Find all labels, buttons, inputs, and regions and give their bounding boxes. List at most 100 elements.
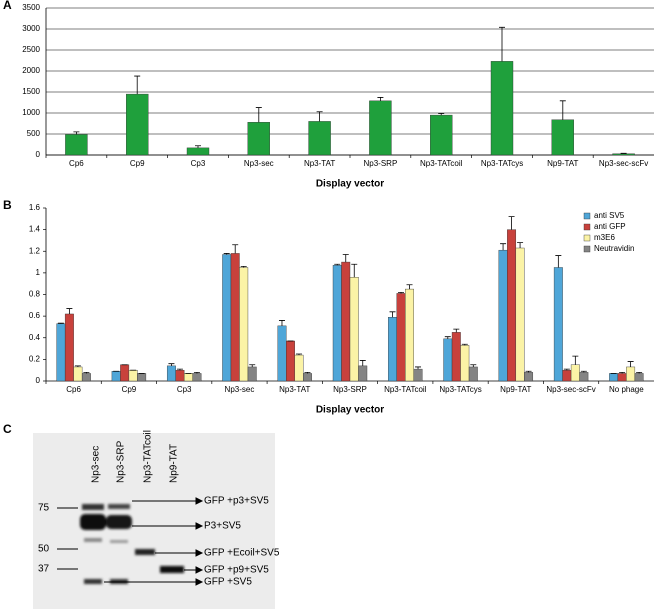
error-bar (580, 370, 587, 373)
y-tick-label: 2500 (22, 45, 40, 54)
error-bar (255, 107, 262, 123)
y-tick-label: 1.2 (29, 246, 41, 255)
y-tick-label: 0 (36, 150, 41, 159)
error-bar (377, 97, 384, 101)
error-bar (359, 360, 366, 366)
bar (128, 369, 138, 382)
y-tick-label: 0 (36, 376, 41, 385)
y-tick-label: 1500 (22, 87, 40, 96)
error-bar (316, 111, 323, 122)
legend-label: Neutravidin (594, 244, 634, 253)
band-label: GFP +Ecoil+SV5 (204, 548, 280, 559)
legend-swatch (583, 223, 591, 231)
y-tick-label: 500 (27, 129, 41, 138)
bar (120, 364, 130, 382)
band-label: GFP +SV5 (204, 577, 252, 588)
error-bar (619, 371, 626, 374)
x-tick-label: Cp3 (177, 385, 192, 394)
bar (81, 373, 91, 382)
lane-label: Np3-SRP (116, 440, 127, 483)
marker-label: 75 (38, 503, 50, 514)
bar (515, 247, 525, 382)
bar (388, 317, 397, 382)
error-bar (636, 371, 643, 374)
y-tick-label: 0.6 (29, 311, 41, 320)
error-bar (389, 311, 396, 318)
panel-label: A (3, 0, 12, 12)
bar (430, 114, 453, 156)
marker-label: 37 (38, 564, 50, 575)
legend-label: anti SV5 (594, 211, 625, 220)
bar (73, 366, 83, 382)
lane-label: Np3-sec (91, 446, 102, 483)
x-tick-label: Np9-TAT (547, 159, 578, 168)
bar (175, 369, 185, 382)
legend-label: m3E6 (594, 233, 615, 242)
bar (222, 254, 232, 382)
error-bar (415, 366, 422, 370)
error-bar (134, 75, 141, 95)
error-bar (453, 328, 460, 333)
error-bar (73, 131, 80, 135)
error-bar (508, 216, 515, 230)
bar (294, 354, 304, 382)
bar (609, 373, 619, 382)
error-bar (563, 368, 570, 371)
error-bar (304, 371, 311, 374)
bar (64, 313, 74, 382)
error-bar (57, 322, 64, 324)
bar (192, 373, 202, 382)
y-tick-label: 0.4 (29, 333, 41, 342)
bar (341, 261, 351, 382)
x-tick-label: Np9-TAT (500, 385, 531, 394)
bar (247, 366, 257, 382)
x-tick-label: No phage (609, 385, 644, 394)
marker-label: 50 (38, 544, 50, 555)
error-bar (461, 343, 468, 346)
band-label: P3+SV5 (204, 521, 241, 532)
x-tick-label: Cp3 (191, 159, 206, 168)
bar (524, 372, 534, 382)
lane-label: Np9-TAT (169, 444, 180, 483)
error-bar (240, 265, 247, 268)
error-bar (176, 368, 183, 371)
x-tick-label: Np3-sec (225, 385, 255, 394)
bar (332, 265, 342, 382)
bar (239, 267, 249, 382)
bar (405, 288, 414, 382)
error-bar (559, 100, 566, 120)
bar (443, 338, 453, 382)
bar (277, 325, 287, 382)
band-label: GFP +p9+SV5 (204, 565, 269, 576)
x-tick-label: Np3-sec-scFv (599, 159, 648, 168)
bar (507, 229, 517, 382)
error-bar (232, 244, 239, 254)
x-tick-label: Np3-TATcoil (384, 385, 427, 394)
error-bar (334, 263, 341, 266)
x-tick-label: Np3-TAT (279, 385, 310, 394)
y-tick-label: 0.2 (29, 354, 41, 363)
arrows (104, 497, 204, 586)
bar (358, 365, 368, 382)
bar (65, 134, 88, 156)
x-tick-label: Np3-sec (244, 159, 274, 168)
error-bar (627, 361, 634, 367)
error-bar (195, 145, 201, 148)
x-tick-label: Np3-TATcoil (420, 159, 463, 168)
bar (125, 93, 149, 156)
bar (460, 345, 470, 382)
bar (396, 293, 406, 382)
bar (553, 267, 563, 382)
error-bar (66, 308, 73, 314)
x-tick-label: Cp6 (66, 385, 81, 394)
bar (369, 100, 392, 156)
error-bar (83, 371, 90, 374)
y-tick-label: 2000 (22, 66, 40, 75)
x-tick-label: Cp9 (130, 159, 145, 168)
legend-swatch (583, 212, 591, 220)
x-tick-label: Np3-TAT (304, 159, 335, 168)
y-tick-label: 1000 (22, 108, 40, 117)
x-tick-label: Np3-TATcys (439, 385, 481, 394)
error-bar (517, 242, 524, 249)
